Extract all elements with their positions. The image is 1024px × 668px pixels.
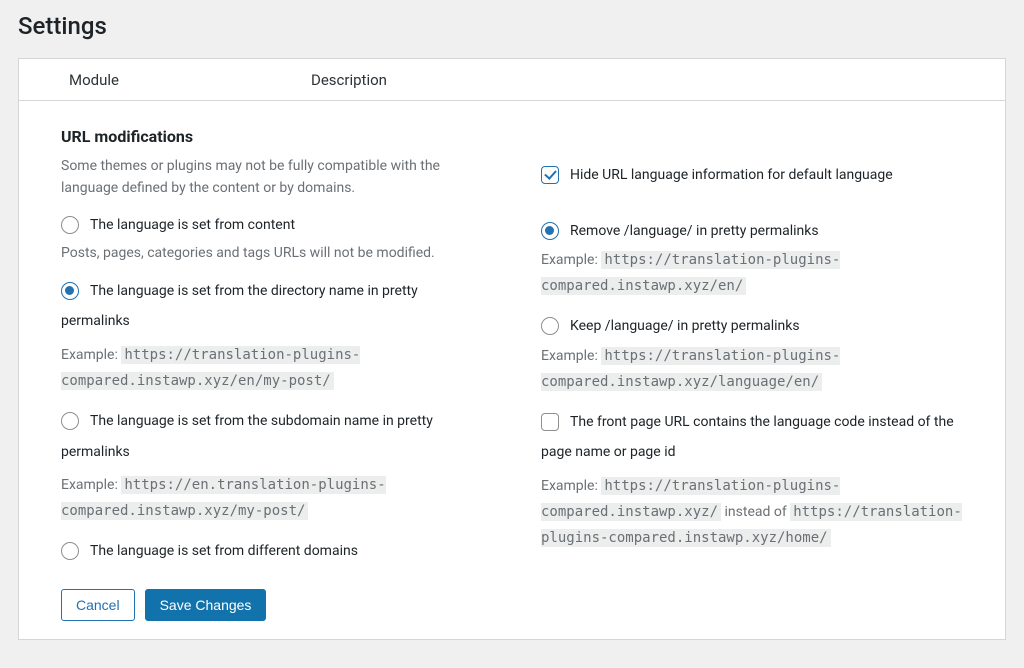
option-lang-from-subdomain[interactable]: The language is set from the subdomain n… [61,411,483,433]
checkbox-icon [541,413,559,431]
left-column: URL modifications Some themes or plugins… [61,127,483,621]
radio-icon [61,412,79,430]
radio-icon [541,222,559,240]
radio-icon [61,282,79,300]
example-label: Example: [541,252,598,268]
option-label: The front page URL contains the language… [570,412,963,434]
option-label-continuation: permalinks [61,308,483,335]
example-line: Example: https://en.translation-plugins-… [61,473,483,525]
cancel-button[interactable]: Cancel [61,589,135,622]
option-label: The language is set from the directory n… [90,281,483,303]
example-separator: instead of [725,504,791,520]
example-label: Example: [61,477,118,493]
example-line: Example: https://translation-plugins-com… [541,474,963,552]
example-label: Example: [61,347,118,363]
radio-icon [61,216,79,234]
checkbox-icon [541,166,559,184]
example-line: Example: https://translation-plugins-com… [541,248,963,300]
option-keep-language[interactable]: Keep /language/ in pretty permalinks [541,316,963,338]
option-label: Keep /language/ in pretty permalinks [570,316,963,338]
settings-panel: Module Description URL modifications Som… [18,58,1006,640]
option-lang-from-directory[interactable]: The language is set from the directory n… [61,281,483,303]
save-button[interactable]: Save Changes [145,589,267,622]
option-label: The language is set from different domai… [90,541,483,563]
option-label-continuation: page name or page id [541,439,963,466]
radio-icon [61,542,79,560]
example-label: Example: [541,348,598,364]
right-column: Hide URL language information for defaul… [541,127,963,621]
page-title: Settings [18,12,1006,40]
option-label: The language is set from the subdomain n… [90,411,483,433]
option-lang-from-content[interactable]: The language is set from content [61,215,483,237]
option-label: Hide URL language information for defaul… [570,165,963,187]
option-remove-language[interactable]: Remove /language/ in pretty permalinks [541,221,963,243]
table-header: Module Description [19,59,1005,101]
option-label: Remove /language/ in pretty permalinks [570,221,963,243]
option-label: The language is set from content [90,215,483,237]
option-front-page-code[interactable]: The front page URL contains the language… [541,412,963,434]
option-content-note: Posts, pages, categories and tags URLs w… [61,243,483,265]
option-hide-default-lang[interactable]: Hide URL language information for defaul… [541,165,963,187]
column-header-module: Module [19,71,311,89]
section-title: URL modifications [61,127,483,146]
radio-icon [541,317,559,335]
example-label: Example: [541,478,598,494]
example-line: Example: https://translation-plugins-com… [61,343,483,395]
option-label-continuation: permalinks [61,439,483,466]
section-intro: Some themes or plugins may not be fully … [61,156,483,199]
column-header-description: Description [311,71,387,89]
option-lang-from-domains[interactable]: The language is set from different domai… [61,541,483,563]
example-line: Example: https://translation-plugins-com… [541,344,963,396]
